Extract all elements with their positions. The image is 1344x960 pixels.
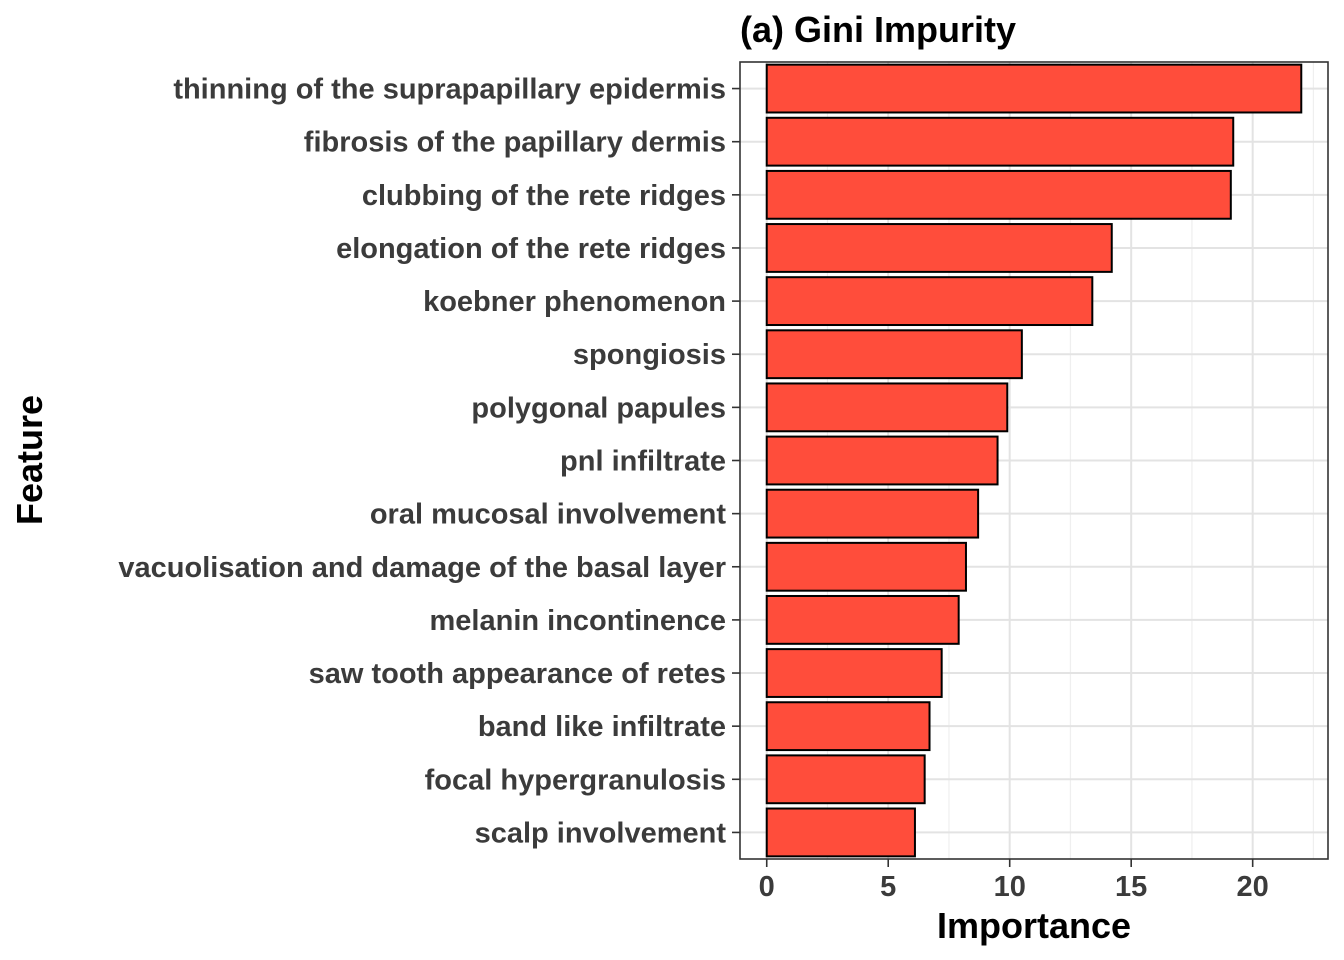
y-tick-label: pnl infiltrate (560, 446, 726, 478)
y-tick-label: vacuolisation and damage of the basal la… (118, 552, 726, 584)
bar (765, 382, 1009, 433)
y-tick-label: fibrosis of the papillary dermis (304, 127, 726, 159)
chart-title: (a) Gini Impurity (740, 9, 1016, 50)
y-tick-label: koebner phenomenon (423, 286, 726, 318)
bar (765, 541, 967, 592)
bar (765, 701, 931, 752)
y-tick-label: focal hypergranulosis (425, 764, 726, 796)
bar (765, 807, 916, 858)
y-tick-label: band like infiltrate (478, 711, 726, 743)
x-axis-ticks: 0 5 10 15 20 (759, 859, 1269, 903)
bar (765, 488, 980, 539)
bar (765, 116, 1235, 167)
x-tick-label: 15 (1115, 871, 1147, 903)
y-tick-label: scalp involvement (475, 817, 727, 849)
bar (765, 63, 1303, 114)
x-tick-label: 5 (880, 871, 896, 903)
y-tick-label: clubbing of the rete ridges (362, 180, 726, 212)
bars (765, 63, 1303, 858)
bar (765, 223, 1113, 273)
y-tick-label: thinning of the suprapapillary epidermis (173, 74, 726, 106)
y-axis-title: Feature (9, 395, 50, 525)
y-tick-label: oral mucosal involvement (370, 499, 727, 531)
bar (765, 435, 999, 486)
x-tick-label: 0 (759, 871, 775, 903)
x-tick-label: 20 (1237, 871, 1269, 903)
y-tick-label: elongation of the rete ridges (336, 233, 726, 265)
y-tick-label: spongiosis (573, 339, 726, 371)
bar (765, 648, 943, 698)
y-axis-ticks: thinning of the suprapapillary epidermis… (118, 74, 740, 849)
bar (765, 594, 960, 645)
x-tick-label: 10 (994, 871, 1026, 903)
bar (765, 329, 1023, 380)
y-tick-label: melanin incontinence (430, 605, 727, 637)
y-tick-label: saw tooth appearance of retes (309, 658, 726, 690)
bar (765, 754, 926, 805)
y-tick-label: polygonal papules (471, 392, 726, 424)
x-axis-title: Importance (937, 905, 1131, 946)
bar (765, 169, 1232, 220)
bar (765, 276, 1094, 327)
